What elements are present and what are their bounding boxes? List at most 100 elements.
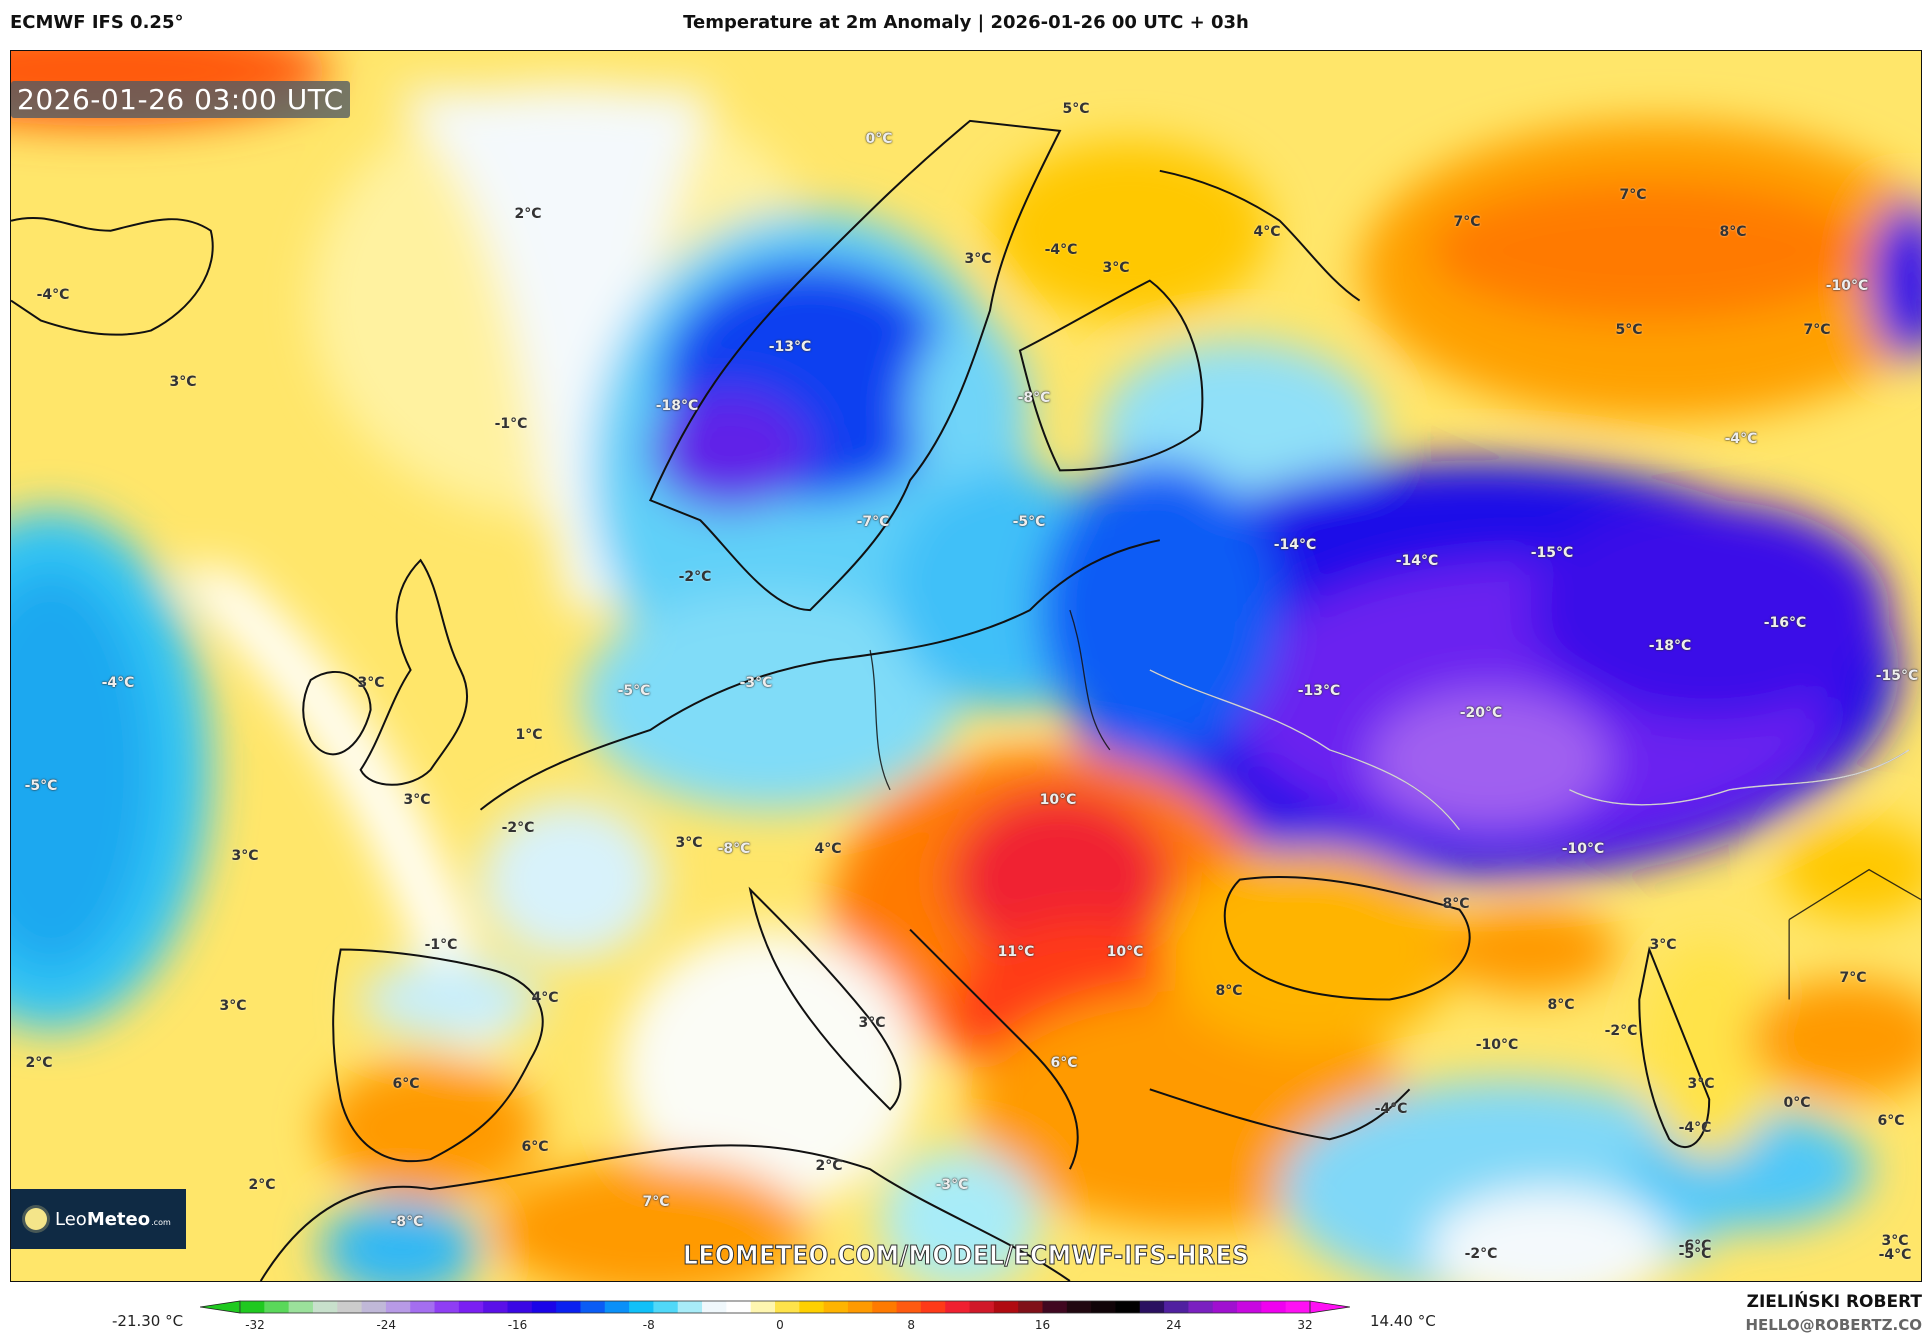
temperature-label: -5°C (24, 778, 58, 794)
temperature-label: -18°C (655, 398, 699, 414)
temperature-label: 2°C (25, 1055, 53, 1071)
temperature-label: -13°C (768, 339, 812, 355)
temperature-label: -20°C (1459, 705, 1503, 721)
temperature-label: -2°C (501, 820, 535, 836)
temperature-label: 8°C (1719, 224, 1747, 240)
temperature-label: -14°C (1395, 553, 1439, 569)
temperature-label: -5°C (617, 683, 651, 699)
temperature-label: 0°C (1783, 1095, 1811, 1111)
colorbar-tick-label: 8 (907, 1318, 916, 1332)
temperature-label: -13°C (1297, 683, 1341, 699)
temperature-label: 3°C (1649, 937, 1677, 953)
temperature-label: 4°C (531, 990, 559, 1006)
temperature-label: 0°C (865, 131, 893, 147)
temperature-label: -2°C (1604, 1023, 1638, 1039)
temperature-label: -2°C (1464, 1246, 1498, 1262)
temperature-label: 6°C (1877, 1113, 1905, 1129)
temperature-label: 3°C (675, 835, 703, 851)
temperature-label: 4°C (814, 841, 842, 857)
temperature-label: -10°C (1561, 841, 1605, 857)
author-name: ZIELIŃSKI ROBERT (1746, 1292, 1922, 1312)
temperature-label: 7°C (642, 1194, 670, 1210)
temperature-label: 10°C (1106, 944, 1144, 960)
temperature-label: 3°C (1881, 1233, 1909, 1249)
temperature-label: 5°C (1615, 322, 1643, 338)
colorbar-tick-label: 0 (776, 1318, 784, 1332)
temperature-label: 6°C (1050, 1055, 1078, 1071)
sun-icon (25, 1208, 47, 1230)
temperature-label: -4°C (1878, 1247, 1912, 1263)
temperature-label: -7°C (856, 514, 890, 530)
temperature-label: -5°C (1678, 1246, 1712, 1262)
temperature-label: 5°C (1062, 101, 1090, 117)
temperature-label: 8°C (1547, 997, 1575, 1013)
temperature-label: -4°C (1374, 1101, 1408, 1117)
temperature-label: -10°C (1825, 278, 1869, 294)
temperature-label: -5°C (1012, 514, 1046, 530)
source-watermark: LEOMETEO.COM/MODEL/ECMWF-IFS-HRES (682, 1241, 1250, 1272)
temperature-label: -10°C (1475, 1037, 1519, 1053)
temperature-label: 3°C (231, 848, 259, 864)
colorbar-tick-label: 16 (1034, 1318, 1051, 1332)
temperature-label: -15°C (1530, 545, 1574, 561)
temperature-label: 2°C (248, 1177, 276, 1193)
temperature-label: 1°C (515, 727, 543, 743)
temperature-label: -1°C (424, 937, 458, 953)
author-email[interactable]: HELLO@ROBERTZ.CO (1745, 1316, 1922, 1334)
temperature-label: -4°C (1724, 431, 1758, 447)
temperature-label: 3°C (964, 251, 992, 267)
logo-suffix: .com (151, 1217, 171, 1227)
temperature-label: -16°C (1763, 615, 1807, 631)
temperature-label: -4°C (1044, 242, 1078, 258)
temperature-label: -8°C (1017, 390, 1051, 406)
temperature-label: -14°C (1273, 537, 1317, 553)
leometeo-logo[interactable]: LeoMeteo .com (11, 1189, 186, 1249)
colorbar-tick-label: -16 (507, 1318, 528, 1332)
temperature-label: 6°C (521, 1139, 549, 1155)
colorbar-tick-label: 32 (1297, 1318, 1313, 1332)
temperature-label: -8°C (717, 841, 751, 857)
temperature-anomaly-field (11, 51, 1921, 1281)
temperature-label: 3°C (219, 998, 247, 1014)
chart-title: Temperature at 2m Anomaly | 2026-01-26 0… (683, 12, 1249, 33)
temperature-label: -2°C (678, 569, 712, 585)
temperature-label: -3°C (739, 675, 773, 691)
colorbar-tick-label: 24 (1166, 1318, 1182, 1332)
temperature-label: 3°C (169, 374, 197, 390)
colorbar-tick-label: -24 (376, 1318, 397, 1332)
temperature-label: 7°C (1619, 187, 1647, 203)
temperature-label: 11°C (997, 944, 1035, 960)
temperature-label: -6°C (1678, 1238, 1712, 1254)
temperature-label: -18°C (1648, 638, 1692, 654)
temperature-label: -4°C (101, 675, 135, 691)
map-panel[interactable]: 2026-01-26 03:00 UTC 2°C -4°C 3°C -1°C 0°C 5°… (10, 50, 1922, 1282)
colorbar (200, 1300, 1350, 1314)
temperature-label: 8°C (1442, 896, 1470, 912)
temperature-label: 7°C (1839, 970, 1867, 986)
colorbar-max-value: 14.40 °C (1370, 1312, 1436, 1330)
temperature-label: 6°C (392, 1076, 420, 1092)
colorbar-tick-label: -8 (642, 1318, 655, 1332)
temperature-label: 3°C (1102, 260, 1130, 276)
temperature-label: 3°C (858, 1015, 886, 1031)
temperature-label: 2°C (815, 1158, 843, 1174)
temperature-label: 4°C (1253, 224, 1281, 240)
temperature-label: -1°C (494, 416, 528, 432)
colorbar-min-value: -21.30 °C (112, 1312, 184, 1330)
model-name: ECMWF IFS 0.25° (10, 12, 184, 33)
temperature-label: 3°C (403, 792, 431, 808)
temperature-label: -3°C (935, 1177, 969, 1193)
logo-brand-light: Leo (55, 1208, 87, 1230)
temperature-label: 8°C (1215, 983, 1243, 999)
logo-brand-bold: Meteo (86, 1208, 151, 1230)
temperature-label: 2°C (514, 206, 542, 222)
temperature-label: -8°C (390, 1214, 424, 1230)
temperature-label: -4°C (36, 287, 70, 303)
temperature-label: 3°C (1687, 1076, 1715, 1092)
temperature-label: 3°C (357, 675, 385, 691)
temperature-label: 10°C (1039, 792, 1077, 808)
temperature-label: 7°C (1803, 322, 1831, 338)
valid-time-badge: 2026-01-26 03:00 UTC (11, 81, 350, 118)
temperature-label: -15°C (1875, 668, 1919, 684)
colorbar-ticks: -32 -24 -16 -8 0 8 16 24 32 (0, 1318, 1932, 1338)
